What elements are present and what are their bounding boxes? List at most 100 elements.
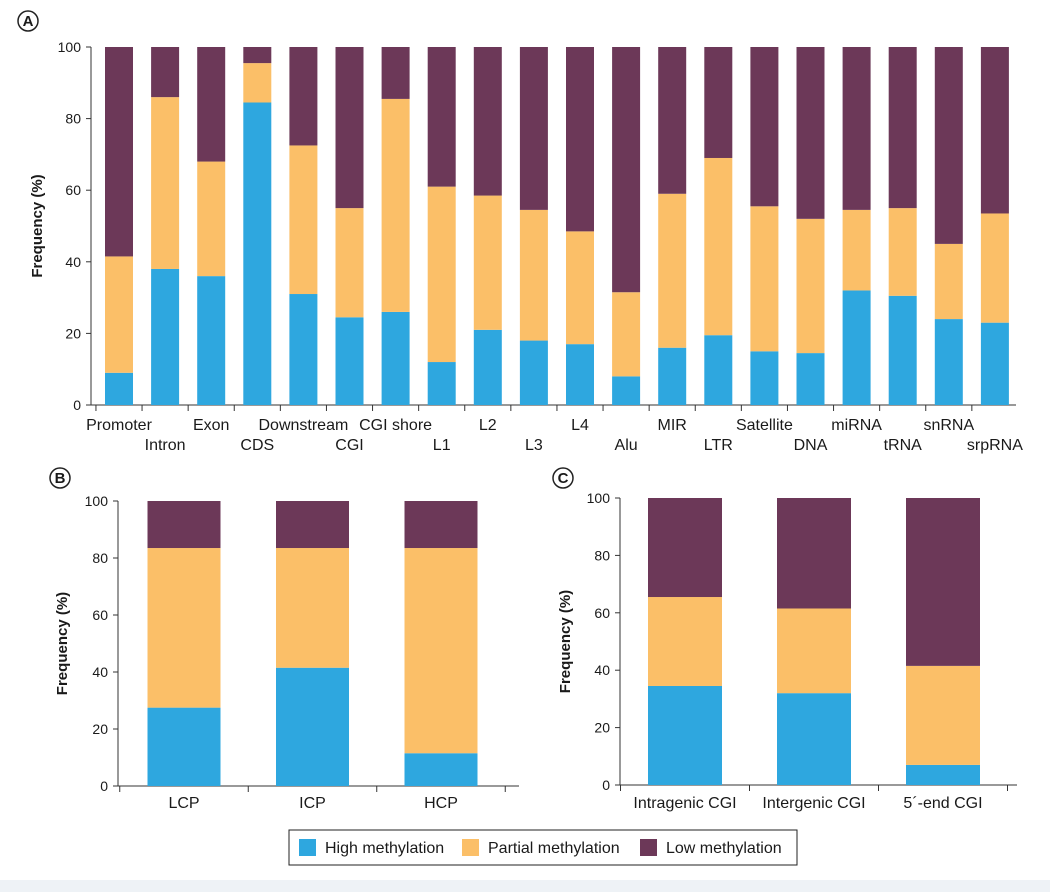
panel-a-bar-exon-partial xyxy=(197,161,226,277)
panel-a-bar-l1-high xyxy=(427,362,456,405)
panel-a-bar-l3-low xyxy=(519,47,548,210)
panel-b-category-label-lcp: LCP xyxy=(168,795,199,812)
panel-c-letter: C xyxy=(558,470,569,487)
panel-b-ytick-label-100: 100 xyxy=(85,493,109,509)
panel-a-category-label-srprna: srpRNA xyxy=(967,437,1023,454)
panel-c-y-axis-title: Frequency (%) xyxy=(557,590,574,693)
legend-label-low: Low methylation xyxy=(666,840,782,857)
legend-swatch-high xyxy=(299,839,316,856)
panel-a-category-label-downstream: Downstream xyxy=(258,417,348,434)
panel-b-letter: B xyxy=(55,470,66,487)
panel-b-category-label-icp: ICP xyxy=(299,795,326,812)
panel-c-bar-intragenic-cgi-partial xyxy=(648,597,722,686)
panel-a-bar-snrna-low xyxy=(934,47,963,244)
panel-a-bar-l2-high xyxy=(473,329,502,405)
panel-a-category-label-satellite: Satellite xyxy=(736,417,793,434)
panel-b-ytick-label-20: 20 xyxy=(92,721,108,737)
panel-a-bar-cgi-partial xyxy=(335,208,364,318)
panel-a-bar-snrna-partial xyxy=(934,243,963,320)
legend: High methylation Partial methylation Low… xyxy=(288,829,798,866)
panel-b-chart: B 0 20 40 60 80 100 Frequency (%) LCP ICP HCP xyxy=(49,467,519,812)
panel-a-category-label-snrna: snRNA xyxy=(923,417,974,434)
panel-a-bar-promoter-low xyxy=(105,47,133,257)
panel-a-bar-intron-partial xyxy=(151,97,180,269)
panel-b-ytick-label-60: 60 xyxy=(92,607,108,623)
panel-a-bar-intron-high xyxy=(151,268,180,405)
panel-a-bar-ltr-high xyxy=(704,335,733,405)
panel-a-category-label-l4: L4 xyxy=(571,417,589,434)
panel-a-bar-cgi-high xyxy=(335,317,364,405)
panel-b-category-label-hcp: HCP xyxy=(424,795,458,812)
panel-a-bar-alu-high xyxy=(612,376,641,405)
panel-c-bar-intragenic-cgi-low xyxy=(648,498,722,598)
panel-a-category-label-l2: L2 xyxy=(479,417,497,434)
panel-a-bar-downstream-partial xyxy=(289,145,318,295)
panel-a-bar-ltr-partial xyxy=(704,157,733,336)
panel-a-category-label-exon: Exon xyxy=(193,417,229,434)
panel-a-bar-mirna-high xyxy=(842,290,871,405)
panel-a-bar-downstream-high xyxy=(289,294,318,405)
panel-a-bar-srprna-high xyxy=(980,322,1009,405)
panel-a-bar-satellite-high xyxy=(750,351,779,405)
panel-a-bar-srprna-partial xyxy=(980,213,1009,323)
legend-frame xyxy=(288,829,798,866)
panel-a-bar-satellite-partial xyxy=(750,206,779,352)
panel-a-bar-alu-partial xyxy=(612,292,641,377)
panel-a-bar-trna-low xyxy=(888,47,917,209)
panel-a-category-label-promoter: Promoter xyxy=(86,417,152,434)
panel-c-ytick-label-40: 40 xyxy=(594,662,610,678)
panel-a-bar-l1-low xyxy=(427,47,456,187)
panel-b-bar-hcp-low xyxy=(404,501,478,549)
panel-a-bar-l4-low xyxy=(566,47,594,232)
panel-c-category-label-5-end-cgi: 5´-end CGI xyxy=(903,795,982,812)
panel-c-ytick-label-60: 60 xyxy=(594,605,610,621)
panel-c-category-label-intragenic-cgi: Intragenic CGI xyxy=(633,795,736,812)
panel-c-ytick-label-0: 0 xyxy=(602,777,610,793)
panel-a-chart: A 0 20 40 60 80 100 Frequency (%) Promoter Intron… xyxy=(17,10,1023,454)
panel-c-bar-5-end-cgi-high xyxy=(906,764,980,785)
legend-label-high: High methylation xyxy=(325,840,444,857)
panel-c-bar-5-end-cgi-partial xyxy=(906,665,980,765)
panel-b-bar-hcp-partial xyxy=(404,548,478,754)
panel-a-bar-mir-low xyxy=(658,47,687,194)
panel-a-category-label-l3: L3 xyxy=(525,437,543,454)
panel-c-bar-intergenic-cgi-high xyxy=(777,693,851,785)
panel-b-bar-lcp-high xyxy=(147,707,221,786)
panel-a-ytick-label-40: 40 xyxy=(65,254,81,270)
panel-b-letter-badge xyxy=(49,467,71,489)
panel-a-bar-l3-partial xyxy=(519,209,548,341)
panel-a-y-axis-title: Frequency (%) xyxy=(29,174,46,277)
panel-b-ytick-label-80: 80 xyxy=(92,550,108,566)
panel-a-bar-mir-partial xyxy=(658,193,687,348)
panel-a-category-label-ltr: LTR xyxy=(704,437,733,454)
panel-a-bar-cds-low xyxy=(243,47,272,64)
panel-a-bar-l2-partial xyxy=(473,195,502,330)
panel-b-bar-hcp-high xyxy=(404,753,478,786)
panel-c-chart: C 0 20 40 60 80 100 Frequency (%) Intragenic CGI… xyxy=(552,467,1017,812)
panel-b-bar-lcp-partial xyxy=(147,548,221,708)
panel-a-letter: A xyxy=(23,13,34,30)
panel-a-category-label-cgi-shore: CGI shore xyxy=(359,417,432,434)
panel-a-bar-promoter-partial xyxy=(105,256,133,373)
panel-a-ytick-label-60: 60 xyxy=(65,182,81,198)
panel-a-ytick-label-80: 80 xyxy=(65,111,81,127)
panel-a-bar-cds-high xyxy=(243,102,272,406)
panel-b-ytick-label-0: 0 xyxy=(100,778,108,794)
legend-label-partial: Partial methylation xyxy=(488,840,620,857)
panel-a-bar-downstream-low xyxy=(289,47,318,146)
panel-a-category-label-cds: CDS xyxy=(240,437,274,454)
panel-c-bar-intragenic-cgi-high xyxy=(648,685,722,785)
panel-b-ytick-label-40: 40 xyxy=(92,664,108,680)
panel-a-ytick-label-20: 20 xyxy=(65,325,81,341)
panel-a-bar-intron-low xyxy=(151,47,180,98)
panel-a-bar-dna-low xyxy=(796,47,825,219)
panel-a-bar-promoter-high xyxy=(105,372,133,405)
panel-a-bar-dna-high xyxy=(796,353,825,405)
panel-a-ytick-label-0: 0 xyxy=(73,397,81,413)
panel-a-bar-trna-partial xyxy=(888,208,917,296)
panel-a-bar-srprna-low xyxy=(980,47,1009,214)
panel-a-bar-mirna-low xyxy=(842,47,871,210)
panel-a-bar-l1-partial xyxy=(427,186,456,363)
panel-a-bar-l4-high xyxy=(566,344,594,405)
panel-a-bar-l3-high xyxy=(519,340,548,405)
